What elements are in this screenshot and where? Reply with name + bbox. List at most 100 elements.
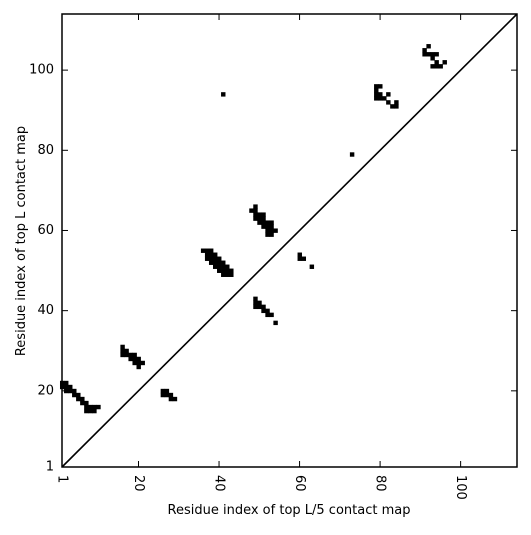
contact-cell [68,388,73,394]
contact-cell [120,348,125,354]
contact-cell [374,84,379,89]
contact-cell [160,388,166,394]
contact-cell [265,312,270,318]
contact-cell [426,44,431,49]
contact-cell [261,212,266,217]
contact-cell [422,52,427,57]
contact-cell [96,404,101,410]
contact-cell [253,216,258,221]
contact-cell [84,400,89,406]
contact-cell [221,260,226,265]
contact-cell [84,408,89,414]
contact-cell [249,208,254,213]
contact-cells-layer [59,44,447,414]
contact-cell [297,256,302,261]
contact-cell [204,256,210,261]
contact-cell [128,356,133,362]
contact-cell [217,260,222,265]
contact-cell [132,360,137,366]
contact-cell [208,260,214,265]
contact-cell [257,212,262,217]
contact-cell [386,100,391,105]
contact-cell [257,300,262,306]
contact-cell [257,220,262,225]
contact-cell [208,256,214,261]
contact-cell [172,396,178,402]
contact-cell [124,348,129,354]
contact-cell [225,268,230,273]
contact-cell [378,92,383,97]
x-axis-label: Residue index of top L/5 contact map [168,503,411,518]
contact-cell [217,268,222,273]
y-tick-label: 20 [37,383,54,398]
contact-cell [221,272,226,277]
contact-cell [217,256,222,261]
contact-cell [382,96,387,101]
contact-cell [430,52,435,57]
contact-cell [225,264,230,269]
contact-cell [64,384,69,390]
contact-cell [212,256,218,261]
contact-cell [221,268,226,273]
contact-cell [265,232,270,237]
contact-cell [88,408,93,414]
contact-cell [221,264,226,269]
contact-cell [253,208,258,213]
contact-cell [434,52,439,57]
contact-cell [80,400,85,406]
contact-cell [132,352,137,358]
plot-frame [61,13,518,468]
contact-cell [208,252,214,257]
contact-cell [265,308,270,314]
contact-cell [253,304,258,310]
contact-cell [164,388,170,394]
contact-cell [168,392,174,398]
contact-cell [76,396,81,402]
contact-cell [76,392,81,398]
contact-cell [212,264,218,269]
contact-cell [374,96,379,101]
contact-cell [208,248,214,253]
contact-cell [269,220,274,225]
contact-cell [128,352,133,358]
y-tick-label: 40 [37,303,54,318]
contact-cell [229,268,234,273]
contact-cell [378,84,383,89]
contact-cell [434,64,439,69]
contact-cell [378,96,383,101]
contact-cell [394,104,399,109]
contact-cell [92,408,97,414]
contact-cell [168,396,174,402]
contact-cell [225,272,230,277]
contact-cell [84,404,89,410]
contact-cell [221,92,226,97]
contact-cell [64,380,69,386]
contact-cell [273,320,278,326]
contact-cell [257,216,262,221]
contact-cell [72,392,77,398]
y-tick-label: 100 [29,63,54,78]
contact-cell [442,60,447,65]
y-tick-label: 1 [46,460,54,475]
contact-cell [204,248,210,253]
contact-cell [253,300,258,306]
contact-cell [132,356,137,362]
contact-cell [374,92,379,97]
contact-cell [265,220,270,225]
x-tick-label: 1 [55,475,70,483]
contact-cell [301,256,307,261]
contact-cell [120,344,125,350]
contact-cell [124,352,129,358]
contact-cell [394,100,399,105]
contact-cell [92,404,97,410]
contact-cell [68,384,73,390]
contact-cell [265,228,270,233]
contact-cell [253,296,258,302]
contact-cell [269,224,274,229]
contact-cell [374,88,379,93]
contact-cell [136,364,141,370]
y-tick-label: 80 [37,143,54,158]
